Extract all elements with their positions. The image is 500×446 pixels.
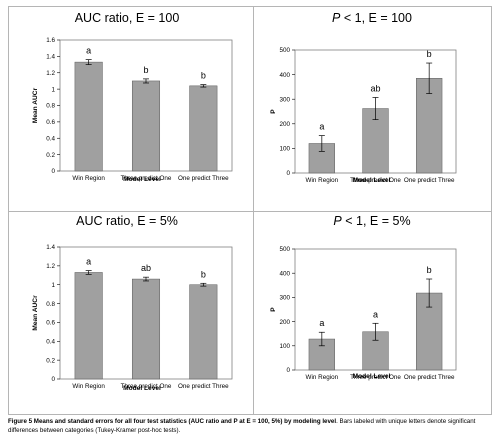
y-tick-label: 1.2 — [46, 70, 55, 77]
y-tick-label: 0.4 — [46, 135, 55, 142]
panel-title: P < 1, E = 5% — [333, 214, 410, 228]
y-axis-label: P — [270, 109, 277, 114]
bar — [75, 272, 103, 379]
y-tick-label: 0 — [286, 170, 290, 177]
y-tick-label: 400 — [279, 72, 290, 79]
y-tick-label: 1.4 — [46, 244, 55, 251]
y-tick-label: 0.8 — [46, 103, 55, 110]
y-tick-label: 100 — [279, 343, 290, 350]
panel-title: AUC ratio, E = 5% — [76, 214, 178, 228]
y-tick-label: 0.2 — [46, 152, 55, 159]
y-tick-label: 0.4 — [46, 338, 55, 345]
y-tick-label: 200 — [279, 121, 290, 128]
x-axis-label: Model Level — [123, 385, 161, 392]
x-tick-label: One predict Three — [178, 383, 229, 390]
y-tick-label: 100 — [279, 146, 290, 153]
y-tick-label: 1 — [51, 282, 55, 289]
y-tick-label: 400 — [279, 270, 290, 277]
x-tick-label: Win Region — [72, 383, 105, 390]
y-axis-label: Mean AUCr — [32, 295, 39, 331]
x-tick-label: Win Region — [306, 374, 339, 381]
panel-title: P < 1, E = 100 — [332, 11, 412, 25]
y-axis-label: Mean AUCr — [32, 87, 39, 123]
y-tick-label: 1.2 — [46, 263, 55, 270]
y-tick-label: 0 — [51, 376, 55, 383]
bar — [190, 285, 218, 379]
y-tick-label: 200 — [279, 319, 290, 326]
y-tick-label: 0.6 — [46, 320, 55, 327]
y-tick-label: 0 — [51, 168, 55, 175]
bar — [132, 81, 160, 171]
significance-letter: a — [319, 122, 324, 132]
y-tick-label: 0.6 — [46, 119, 55, 126]
chart-panel-2: P < 1, E = 100 0 100 200 300 400 500 Pa Win Regi… — [270, 11, 456, 184]
significance-letter: a — [86, 46, 91, 56]
x-tick-label: One predict Three — [404, 374, 455, 381]
x-tick-label: Win Region — [72, 175, 105, 182]
significance-letter: ab — [370, 83, 380, 93]
bar — [132, 279, 160, 379]
figure-caption: Figure 5 Means and standard errors for a… — [8, 418, 494, 436]
y-tick-label: 0.2 — [46, 357, 55, 364]
x-tick-label: Win Region — [306, 177, 339, 184]
significance-letter: b — [143, 65, 148, 75]
y-tick-label: 0 — [286, 367, 290, 374]
y-tick-label: 1.4 — [46, 54, 55, 61]
x-axis-label: Model Level — [353, 373, 391, 380]
x-tick-label: One predict Three — [178, 175, 229, 182]
bar — [75, 62, 103, 171]
x-axis-label: Model Level — [353, 177, 391, 184]
chart-panel-1: AUC ratio, E = 100 0 0.2 0.4 0.6 0.8 1 1.2 1.4 1.… — [32, 11, 232, 183]
panel-title-rest: < 1, E = 5% — [342, 214, 411, 228]
y-tick-label: 300 — [279, 96, 290, 103]
significance-letter: b — [201, 269, 206, 279]
y-tick-label: 1 — [51, 86, 55, 93]
y-tick-label: 1.6 — [46, 37, 55, 44]
panel-title-rest: < 1, E = 100 — [340, 11, 412, 25]
significance-letter: a — [86, 257, 91, 267]
bar — [190, 86, 218, 171]
significance-letter: a — [319, 318, 324, 328]
x-tick-label: One predict Three — [404, 177, 455, 184]
y-tick-label: 500 — [279, 246, 290, 253]
y-axis-label: P — [270, 307, 277, 312]
y-tick-label: 500 — [279, 47, 290, 54]
panel-title: AUC ratio, E = 100 — [75, 11, 180, 25]
significance-letter: ab — [141, 263, 151, 273]
significance-letter: a — [373, 309, 378, 319]
chart-panel-3: AUC ratio, E = 5% 0 0.2 0.4 0.6 0.8 1 1.2 1.4 Mea… — [32, 214, 232, 392]
significance-letter: b — [201, 71, 206, 81]
chart-panel-4: P < 1, E = 5% 0 100 200 300 400 500 Pa Win Regio… — [270, 214, 456, 381]
y-tick-label: 300 — [279, 295, 290, 302]
x-axis-label: Model Level — [123, 176, 161, 183]
significance-letter: b — [427, 265, 432, 275]
y-tick-label: 0.8 — [46, 301, 55, 308]
significance-letter: b — [427, 49, 432, 59]
caption-bold: Figure 5 Means and standard errors for a… — [8, 418, 336, 425]
